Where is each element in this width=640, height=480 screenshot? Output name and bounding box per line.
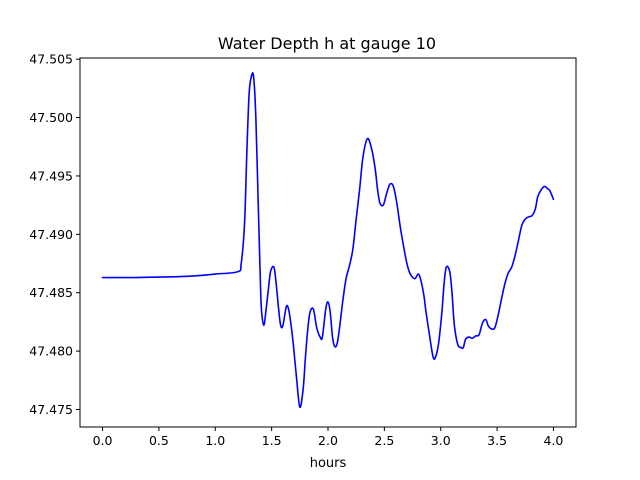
x-axis-label: hours: [310, 456, 347, 471]
y-tick-label: 47.475: [29, 402, 73, 417]
y-tick-label: 47.500: [29, 110, 73, 125]
y-tick-label: 47.495: [29, 168, 73, 183]
y-axis-ticks: 47.475 47.480 47.485 47.490 47.495 47.500 47.5…: [29, 52, 80, 417]
x-tick-label: 0.5: [149, 433, 169, 448]
x-tick-label: 0.0: [93, 433, 113, 448]
y-tick-label: 47.485: [29, 285, 73, 300]
y-tick-label: 47.505: [29, 52, 73, 67]
plot-frame: [79, 57, 577, 428]
series-line: [101, 72, 555, 409]
x-tick-label: 2.5: [374, 433, 394, 448]
x-tick-label: 1.5: [262, 433, 282, 448]
y-tick-label: 47.490: [29, 227, 73, 242]
series-layer: [101, 72, 555, 409]
x-tick-label: 2.0: [318, 433, 338, 448]
chart-title: Water Depth h at gauge 10: [218, 34, 436, 53]
x-tick-label: 3.5: [487, 433, 507, 448]
x-axis-ticks: 0.0 0.5 1.0 1.5 2.0 2.5 3.0 3.5 4.0: [93, 427, 564, 448]
x-tick-label: 4.0: [544, 433, 564, 448]
x-tick-label: 1.0: [205, 433, 225, 448]
x-tick-label: 3.0: [431, 433, 451, 448]
y-tick-label: 47.480: [29, 344, 73, 359]
